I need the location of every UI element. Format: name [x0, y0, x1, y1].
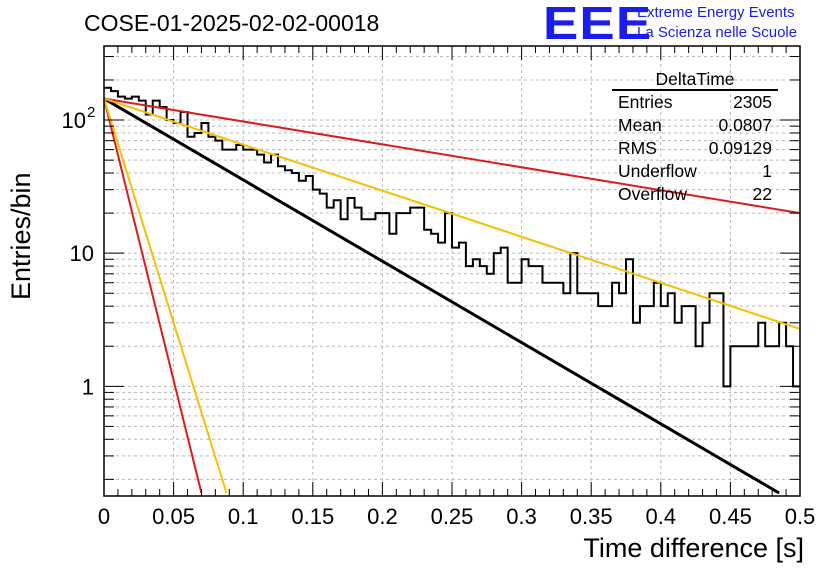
x-tick-label: 0.45 — [709, 504, 752, 529]
x-tick-label: 0.35 — [570, 504, 613, 529]
fit-curve — [103, 97, 801, 215]
x-tick-label: 0.1 — [228, 504, 259, 529]
stats-row: RMS 0.09129 — [612, 137, 778, 160]
fit-curve — [103, 97, 780, 495]
stats-row: Entries 2305 — [612, 91, 778, 114]
plot-title: COSE-01-2025-02-02-00018 — [84, 10, 380, 36]
stats-value: 22 — [752, 184, 772, 204]
x-tick-label: 0.5 — [785, 504, 816, 529]
y-axis-label: Entries/bin — [6, 172, 36, 300]
histogram-outline — [104, 86, 800, 388]
logo-subtitle-1: Extreme Energy Events — [637, 4, 795, 21]
stats-label: Mean — [618, 115, 662, 135]
stats-row: Mean 0.0807 — [612, 114, 778, 137]
stats-value: 1 — [762, 161, 772, 181]
stats-value: 0.09129 — [708, 138, 772, 158]
x-tick-label: 0 — [98, 504, 110, 529]
histogram-bars — [104, 86, 800, 388]
stats-value: 0.0807 — [718, 115, 772, 135]
x-tick-label: 0.25 — [431, 504, 474, 529]
stats-label: Overflow — [618, 184, 688, 204]
stats-label: Underflow — [618, 161, 697, 181]
x-tick-label: 0.15 — [291, 504, 334, 529]
fit-curves — [103, 97, 801, 495]
y-tick-label: 10 — [62, 108, 86, 133]
y-tick-label: 1 — [82, 374, 94, 399]
stats-title: DeltaTime — [612, 69, 778, 91]
x-tick-label: 0.2 — [367, 504, 398, 529]
stats-label: RMS — [618, 138, 657, 158]
stats-label: Entries — [618, 92, 673, 112]
axis-ticks — [103, 46, 801, 496]
y-tick-exponent: 2 — [87, 104, 95, 121]
x-tick-label: 0.3 — [506, 504, 537, 529]
stats-row: Underflow 1 — [612, 160, 778, 183]
x-axis-label: Time difference [s] — [583, 533, 804, 563]
eee-logo: EEE — [543, 0, 653, 49]
fit-curve — [103, 98, 228, 494]
fit-curve — [103, 98, 203, 494]
stats-box: DeltaTime Entries 2305 Mean 0.0807 RMS 0.09… — [612, 69, 778, 206]
logo-subtitle-2: La Scienza nelle Scuole — [637, 24, 798, 41]
fit-curve — [103, 97, 801, 330]
tick-labels: 0 0.05 0.1 0.15 0.2 0.25 0.3 0.35 0.4 0.45 0.5 1 10 1… — [62, 104, 816, 529]
x-tick-label: 0.05 — [152, 504, 195, 529]
stats-row: Overflow 22 — [612, 183, 778, 206]
x-tick-label: 0.4 — [646, 504, 677, 529]
stats-value: 2305 — [733, 92, 772, 112]
y-tick-label: 10 — [70, 241, 94, 266]
